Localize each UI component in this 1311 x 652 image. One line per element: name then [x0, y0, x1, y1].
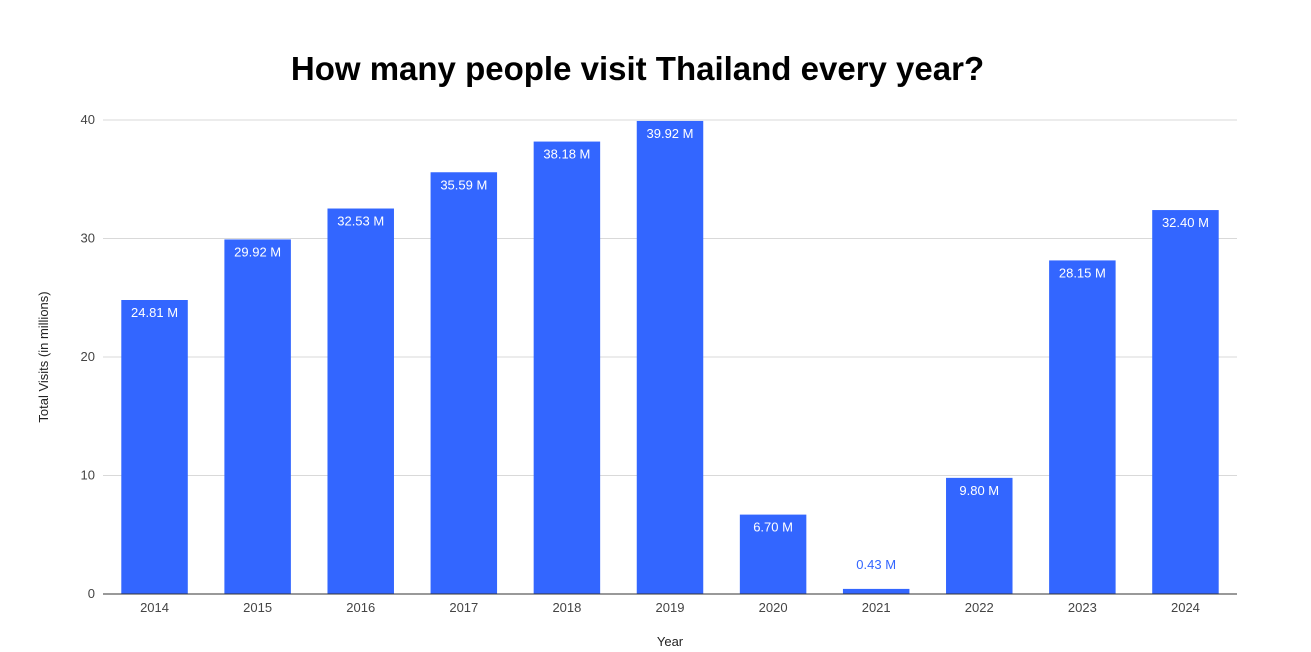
data-label: 32.40 M [1162, 215, 1209, 230]
bars [121, 120, 1219, 595]
y-axis-title: Total Visits (in millions) [36, 291, 51, 422]
y-tick-label: 30 [81, 231, 95, 246]
data-label: 39.92 M [647, 126, 694, 141]
bar [327, 208, 394, 594]
data-label: 29.92 M [234, 244, 281, 259]
data-label: 35.59 M [440, 177, 487, 192]
chart-title: How many people visit Thailand every yea… [290, 50, 985, 87]
x-tick-label: 2020 [759, 600, 788, 615]
y-tick-label: 0 [88, 586, 95, 601]
x-tick-label: 2018 [552, 600, 581, 615]
data-label: 6.70 M [753, 520, 793, 535]
data-label: 24.81 M [131, 305, 178, 320]
x-tick-label: 2023 [1068, 600, 1097, 615]
data-label: 9.80 M [959, 483, 999, 498]
y-tick-label: 20 [81, 349, 95, 364]
x-tick-label: 2022 [965, 600, 994, 615]
data-labels: 24.81 M 29.92 M 32.53 M 35.59 M 38.18 M 39.92… [131, 126, 1209, 572]
x-tick-label: 2014 [140, 600, 169, 615]
data-label: 32.53 M [337, 214, 384, 229]
bar [1049, 260, 1116, 594]
x-tick-label: 2019 [656, 600, 685, 615]
bar [430, 172, 498, 595]
bar [636, 120, 704, 594]
x-tick-label: 2016 [346, 600, 375, 615]
x-tick-label: 2024 [1171, 600, 1200, 615]
x-tick-label: 2017 [449, 600, 478, 615]
x-tick-label: 2021 [862, 600, 891, 615]
x-axis-ticks: 2014 2015 2016 2017 2018 2019 2020 2021 2022 2023… [140, 600, 1200, 615]
bar [739, 514, 807, 594]
bar [946, 477, 1013, 594]
y-tick-label: 10 [81, 468, 95, 483]
x-tick-label: 2015 [243, 600, 272, 615]
bar [121, 300, 188, 594]
y-axis-ticks: 0 10 20 30 40 [81, 112, 95, 601]
x-axis-title: Year [657, 634, 684, 649]
bar [533, 141, 601, 594]
y-tick-label: 40 [81, 112, 95, 127]
bar [224, 239, 291, 594]
bar [842, 588, 910, 594]
data-label: 38.18 M [543, 147, 590, 162]
data-label: 0.43 M [856, 557, 896, 572]
bar [1152, 210, 1219, 594]
data-label: 28.15 M [1059, 265, 1106, 280]
